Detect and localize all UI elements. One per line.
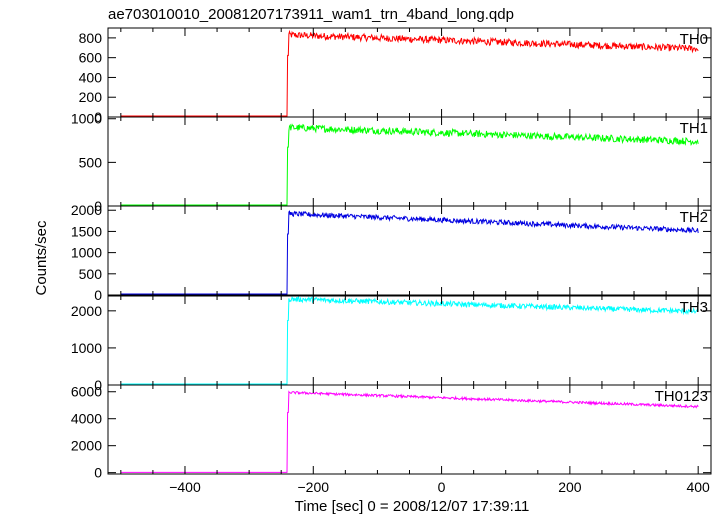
y-tick-label: 0 [94, 377, 102, 393]
y-tick-label: 0 [94, 109, 102, 125]
y-tick-label: 2000 [71, 303, 102, 319]
panel-frame [107, 205, 712, 296]
series-line-th1 [120, 123, 699, 206]
y-tick-label: 0 [94, 465, 102, 481]
panel-frame [107, 116, 712, 207]
x-tick-label: −400 [169, 479, 201, 495]
y-tick-label: 400 [79, 69, 103, 85]
x-tick-label: 0 [438, 479, 446, 495]
x-tick-label: 400 [686, 479, 710, 495]
y-tick-label: 2000 [71, 202, 102, 218]
series-line-th0123 [120, 390, 699, 473]
panel-label: TH0 [680, 31, 708, 48]
y-tick-label: 0 [94, 198, 102, 214]
panel-th3: 0 1000 2000 TH3 [71, 295, 712, 393]
panel-th2: 0 500 1000 1500 2000 TH2 [71, 202, 712, 303]
series-line-th2 [120, 210, 699, 295]
panel-label: TH0123 [655, 388, 708, 405]
panels-group: 0 200 400 600 800 TH0 0 500 1000 TH1 0 500 1000 1500 2… [71, 27, 712, 495]
series-line-th0 [120, 29, 699, 117]
y-tick-label: 200 [79, 89, 103, 105]
panel-label: TH3 [680, 299, 708, 316]
y-tick-label: 1000 [71, 111, 102, 127]
y-tick-label: 600 [79, 50, 103, 66]
y-tick-label: 4000 [71, 411, 102, 427]
y-tick-label: 1000 [71, 245, 102, 261]
panel-label: TH2 [680, 209, 708, 226]
y-tick-label: 500 [79, 266, 103, 282]
y-tick-label: 1500 [71, 223, 102, 239]
panel-th0123: 0 2000 4000 6000 TH0123 [71, 384, 712, 481]
chart-title: ae703010010_20081207173911_wam1_trn_4ban… [108, 6, 514, 23]
panel-label: TH1 [680, 120, 708, 137]
x-axis-label: Time [sec] 0 = 2008/12/07 17:39:11 [295, 498, 530, 515]
series-line-th3 [120, 296, 699, 385]
x-tick-label: −200 [298, 479, 330, 495]
y-tick-label: 2000 [71, 438, 102, 454]
panel-th0: 0 200 400 600 800 TH0 [79, 27, 712, 125]
y-tick-label: 800 [79, 30, 103, 46]
y-tick-label: 6000 [71, 384, 102, 400]
y-tick-label: 1000 [71, 340, 102, 356]
x-tick-label: 200 [558, 479, 582, 495]
y-tick-label: 500 [79, 154, 103, 170]
panel-th1: 0 500 1000 TH1 [71, 111, 712, 214]
y-axis-label: Counts/sec [33, 220, 50, 296]
panel-frame [107, 295, 712, 386]
y-tick-label: 0 [94, 287, 102, 303]
panel-frame [107, 384, 712, 475]
